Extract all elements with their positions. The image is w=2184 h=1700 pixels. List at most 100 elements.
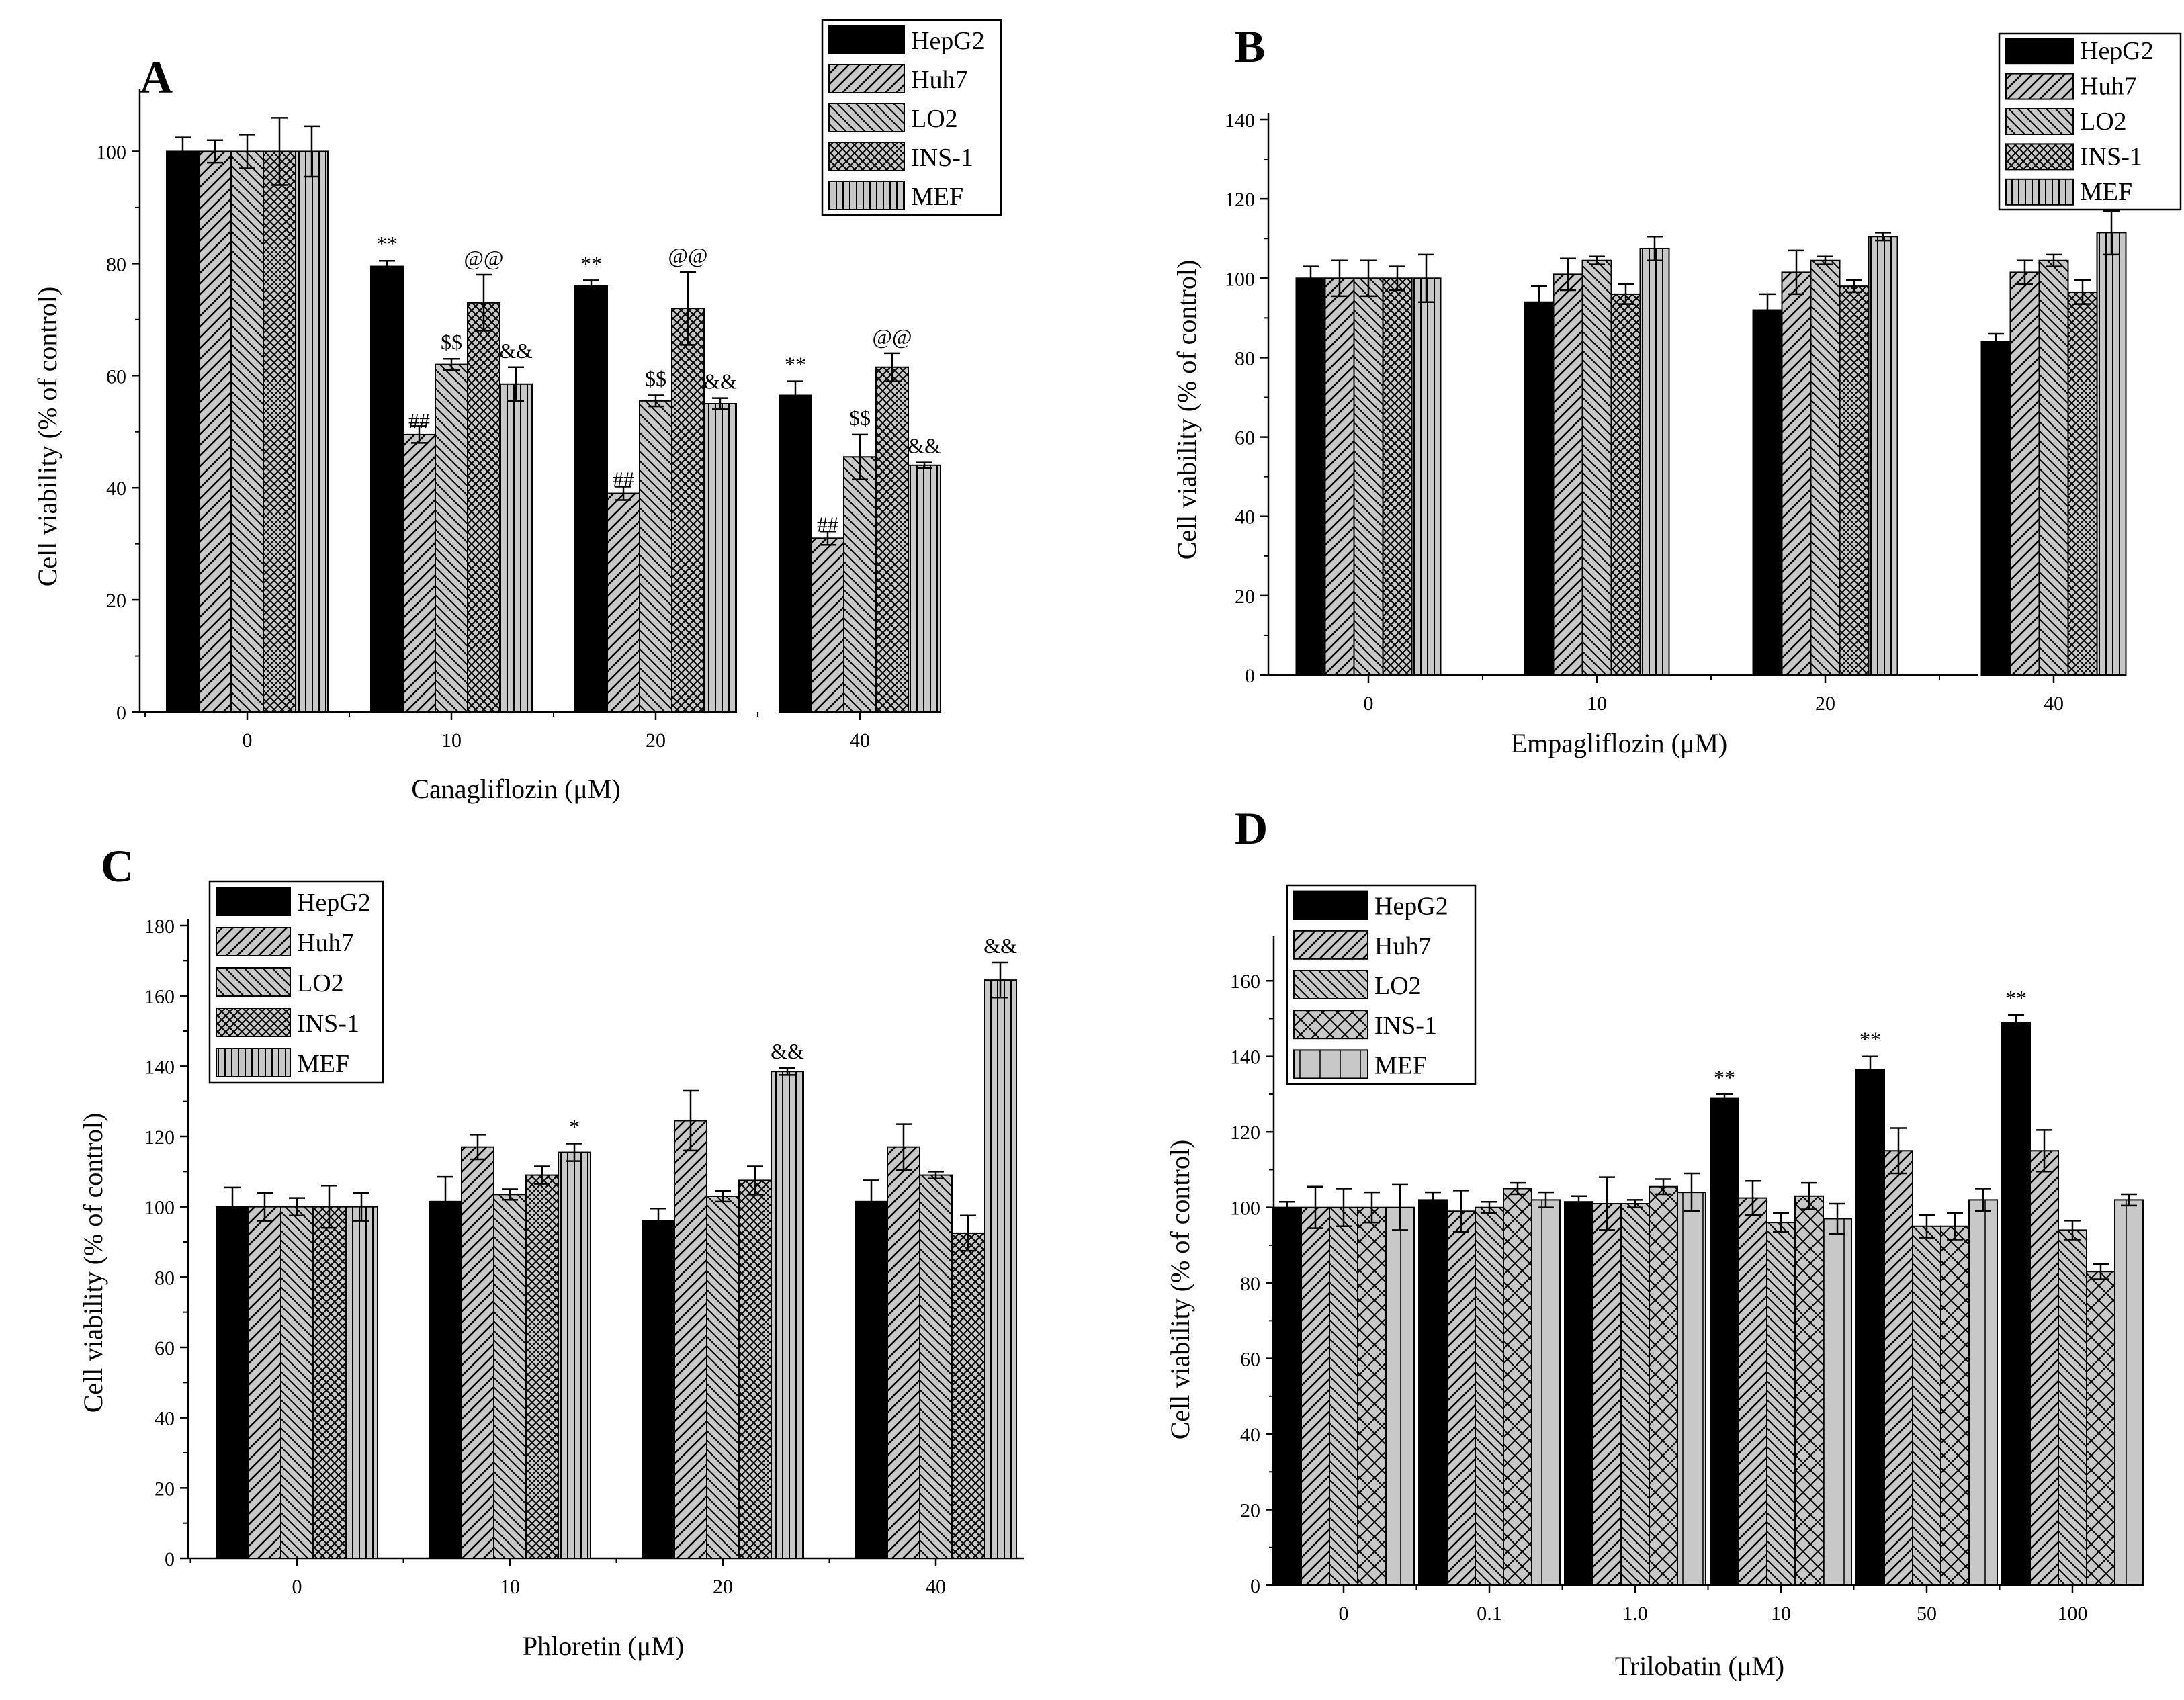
bar-lo2	[1620, 1203, 1650, 1586]
bar-mef	[2096, 232, 2127, 676]
legend-label: INS-1	[297, 1010, 359, 1038]
bar-mef	[703, 403, 737, 713]
bar-hepg2	[1752, 309, 1783, 676]
bar-hepg2	[855, 1200, 888, 1559]
y-tick-label: 0	[165, 1548, 175, 1570]
bar-ins-1	[312, 1206, 346, 1559]
bar-ins-1	[1794, 1195, 1824, 1586]
y-tick-label: 20	[1235, 586, 1255, 608]
x-tick-label: 10	[1587, 692, 1607, 715]
x-tick-label: 0.1	[1477, 1603, 1502, 1625]
legend-label: INS-1	[1374, 1012, 1437, 1040]
bar-lo2	[843, 456, 877, 713]
legend-label: HepG2	[911, 27, 985, 55]
significance-label: &&	[771, 1039, 804, 1063]
chart-plot: 0 20 40 60 80 100 120 140 160 0 0.1 1.0 10 50 100 ** ** *…	[1230, 936, 2144, 1625]
bar-mef	[1868, 236, 1898, 676]
bar-hepg2	[216, 1206, 249, 1559]
significance-label: &&	[984, 934, 1017, 958]
bar-mef	[499, 383, 533, 713]
significance-label: **	[2005, 986, 2027, 1010]
y-tick-label: 20	[106, 590, 126, 612]
legend-swatch	[828, 181, 905, 210]
x-tick-label: 20	[713, 1576, 733, 1598]
x-tick-label: 40	[850, 729, 870, 752]
significance-label: &&	[908, 434, 941, 458]
bar-huh7	[248, 1206, 281, 1559]
legend: HepG2 Huh7 LO2 INS-1 MEF	[1998, 32, 2182, 211]
legend-label: LO2	[2080, 107, 2127, 136]
bar-lo2	[1475, 1206, 1504, 1586]
x-tick-label: 10	[1771, 1603, 1791, 1625]
y-tick-label: 100	[1230, 1198, 1260, 1220]
x-tick-label: 0	[243, 729, 253, 752]
bar-lo2	[2038, 259, 2069, 676]
x-tick-label: 0	[1364, 692, 1374, 715]
bar-lo2	[435, 363, 468, 713]
panel-letter: B	[1235, 21, 1265, 72]
bar-ins-1	[1649, 1185, 1678, 1586]
y-tick-label: 120	[144, 1126, 175, 1149]
bar-lo2	[1329, 1206, 1358, 1586]
y-tick-label: 60	[155, 1337, 175, 1359]
significance-label: @@	[873, 324, 912, 349]
y-tick-label: 100	[144, 1197, 175, 1219]
legend-swatch	[2005, 108, 2074, 135]
bar-ins-1	[875, 366, 909, 713]
bar-huh7	[198, 150, 232, 713]
y-tick-label: 40	[106, 478, 126, 500]
bar-mef	[1823, 1218, 1852, 1586]
y-tick-label: 60	[1240, 1349, 1260, 1371]
bar-hepg2	[1980, 341, 2011, 676]
bar-ins-1	[263, 150, 296, 713]
x-tick-label: 40	[926, 1576, 946, 1598]
bar-mef	[771, 1071, 804, 1559]
bar-lo2	[493, 1194, 527, 1559]
panel-c: C 0 20 40 60 80 100 120 140 160 180 0 10 20 40 * && && P…	[78, 840, 1024, 1661]
bar-ins-1	[2086, 1271, 2115, 1586]
bar-hepg2	[574, 285, 608, 713]
panel-letter: A	[140, 52, 173, 103]
legend-label: HepG2	[1374, 893, 1448, 921]
legend-label: INS-1	[911, 144, 973, 172]
legend-label: Huh7	[297, 929, 353, 957]
bar-ins-1	[2067, 291, 2098, 676]
significance-label: **	[785, 353, 806, 377]
bar-ins-1	[1382, 277, 1413, 676]
legend-swatch	[2005, 38, 2074, 65]
bar-hepg2	[1418, 1199, 1448, 1586]
bar-ins-1	[1503, 1188, 1532, 1586]
legend-label: Huh7	[2080, 73, 2136, 101]
legend-swatch	[828, 64, 905, 93]
legend-label: MEF	[911, 183, 963, 211]
bar-huh7	[1301, 1206, 1330, 1586]
legend-label: INS-1	[2080, 142, 2142, 171]
bar-huh7	[1738, 1197, 1767, 1586]
bar-mef	[908, 464, 941, 713]
legend-label: HepG2	[297, 889, 371, 917]
legend-swatch	[1293, 930, 1368, 960]
bar-hepg2	[1564, 1201, 1593, 1586]
bar-lo2	[1353, 277, 1384, 676]
significance-label: $$	[645, 366, 666, 390]
legend-swatch	[1293, 970, 1368, 999]
bar-huh7	[1446, 1210, 1476, 1586]
bar-huh7	[402, 433, 436, 713]
bar-huh7	[1553, 273, 1583, 676]
bar-mef	[984, 979, 1017, 1560]
bar-huh7	[1884, 1150, 1913, 1586]
bar-ins-1	[1610, 293, 1641, 676]
significance-label: $$	[849, 406, 871, 430]
bar-mef	[1639, 247, 1670, 676]
bar-hepg2	[1295, 277, 1326, 676]
legend-swatch	[1293, 1010, 1368, 1040]
bar-huh7	[674, 1120, 707, 1559]
x-tick-label: 0	[1339, 1603, 1349, 1625]
x-tick-label: 40	[2044, 692, 2064, 715]
bar-hepg2	[1272, 1206, 1302, 1586]
bar-hepg2	[429, 1200, 462, 1559]
y-tick-label: 40	[1240, 1424, 1260, 1446]
bar-mef	[1385, 1206, 1415, 1586]
legend-label: LO2	[911, 105, 958, 133]
y-tick-label: 140	[1225, 109, 1255, 132]
